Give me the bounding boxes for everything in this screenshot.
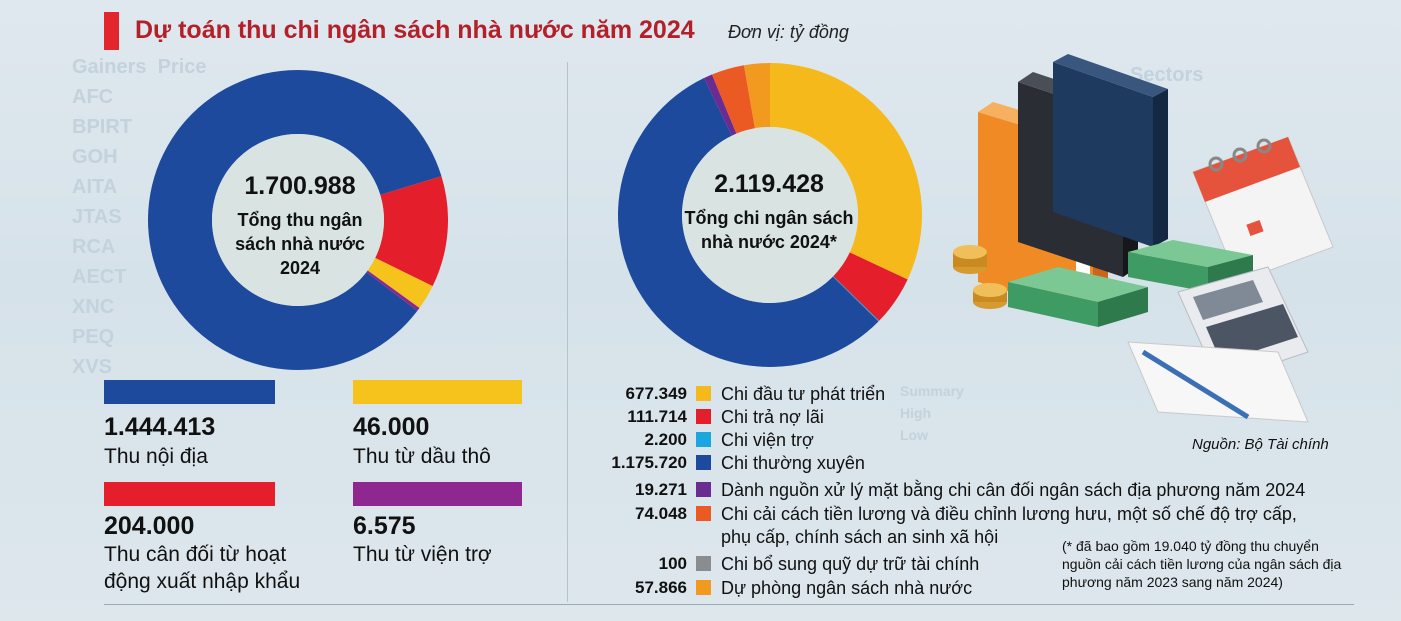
expenditure-item-label: Chi thường xuyên (721, 453, 865, 473)
legend-swatch-aid (353, 482, 522, 506)
donut-slice-0 (770, 63, 922, 280)
expenditure-item-value: 111.714 (627, 407, 687, 426)
legend-label-domestic: Thu nội địa (104, 445, 208, 468)
donut-slice-0 (148, 70, 442, 370)
donut-hole (682, 127, 858, 303)
expenditure-item-value: 677.349 (625, 384, 687, 403)
column-divider (567, 62, 568, 602)
revenue-donut-chart (148, 70, 448, 370)
donut-slice-5 (711, 65, 755, 134)
background-ticker-text: Gainers Price AFC BPIRT GOH AITA JTAS RC… (72, 56, 207, 378)
legend-value-aid: 6.575 (353, 512, 416, 540)
document-pen-icon (1127, 341, 1309, 423)
donut-slice-6 (743, 65, 755, 129)
expenditure-item-swatch (696, 409, 711, 424)
legend-swatch-domestic (104, 380, 275, 404)
legend-swatch-crude-oil (353, 380, 522, 404)
donut-slice-2 (832, 276, 880, 322)
donut-slice-4 (704, 74, 737, 136)
donut-slice-2 (375, 176, 448, 287)
expenditure-total: 2.119.428 (714, 170, 824, 198)
expenditure-item-label: Dự phòng ngân sách nhà nước (721, 578, 973, 598)
legend-label-crude-oil: Thu từ dầu thô (353, 445, 491, 468)
background-summary-text: Summary High Low (900, 383, 964, 443)
donut-slice-7 (744, 63, 770, 129)
donut-slice-1 (833, 252, 908, 321)
expenditure-item-swatch (696, 432, 711, 447)
calendar-icon (1192, 136, 1334, 283)
revenue-total: 1.700.988 (244, 172, 356, 200)
expenditure-item-label-line2: phụ cấp, chính sách an sinh xã hội (721, 527, 999, 547)
expenditure-item-swatch (696, 386, 711, 401)
legend-label-aid: Thu từ viện trợ (353, 543, 492, 566)
page-title: Dự toán thu chi ngân sách nhà nước năm 2… (135, 16, 695, 44)
expenditure-item-value: 19.271 (635, 480, 687, 499)
expenditure-item-label: Chi cải cách tiền lương và điều chỉnh lư… (721, 504, 1297, 524)
expenditure-item-swatch (696, 482, 711, 497)
expenditure-item-swatch (696, 556, 711, 571)
expenditure-item-label: Chi trả nợ lãi (721, 407, 824, 427)
bottom-rule (104, 604, 1354, 605)
title-accent-bar (104, 12, 119, 50)
expenditure-item-value: 100 (658, 554, 687, 573)
donut-slice-3 (366, 270, 420, 311)
background-sectors-text: Sectors (1130, 64, 1204, 86)
source-note: Nguồn: Bộ Tài chính (1192, 436, 1329, 453)
coins-icon (953, 245, 1007, 309)
legend-value-domestic: 1.444.413 (104, 413, 216, 441)
expenditure-item-swatch (696, 455, 711, 470)
legend-label-import-export: Thu cân đối từ hoạt động xuất nhập khẩu (104, 543, 301, 593)
donut-slice-3 (618, 78, 879, 367)
expenditure-item-label: Chi viện trợ (721, 430, 814, 450)
expenditure-donut-chart (618, 63, 922, 367)
finance-illustration (953, 54, 1334, 423)
expenditure-item-swatch (696, 506, 711, 521)
revenue-total-label: Tổng thu ngân sách nhà nước 2024 (235, 210, 365, 278)
footnote: (* đã bao gồm 19.040 tỷ đồng thu chuyển … (1062, 538, 1342, 590)
expenditure-item-label: Chi đầu tư phát triển (721, 384, 886, 404)
legend-swatch-import-export (104, 482, 275, 506)
expenditure-item-value: 1.175.720 (611, 453, 687, 472)
expenditure-item-label: Chi bổ sung quỹ dự trữ tài chính (721, 554, 980, 574)
legend-value-crude-oil: 46.000 (353, 413, 430, 441)
expenditure-item-value: 74.048 (635, 504, 687, 523)
expenditure-item-label: Dành nguồn xử lý mặt bằng chi cân đối ng… (721, 480, 1306, 500)
expenditure-item-value: 2.200 (644, 430, 687, 449)
legend-value-import-export: 204.000 (104, 512, 195, 540)
expenditure-item-swatch (696, 580, 711, 595)
donut-slice-1 (367, 257, 433, 308)
binder-navy (1053, 54, 1168, 247)
donut-hole (212, 134, 384, 306)
expenditure-total-label: Tổng chi ngân sách nhà nước 2024* (684, 208, 854, 252)
unit-label: Đơn vị: tỷ đồng (728, 22, 849, 42)
expenditure-item-value: 57.866 (635, 578, 687, 597)
